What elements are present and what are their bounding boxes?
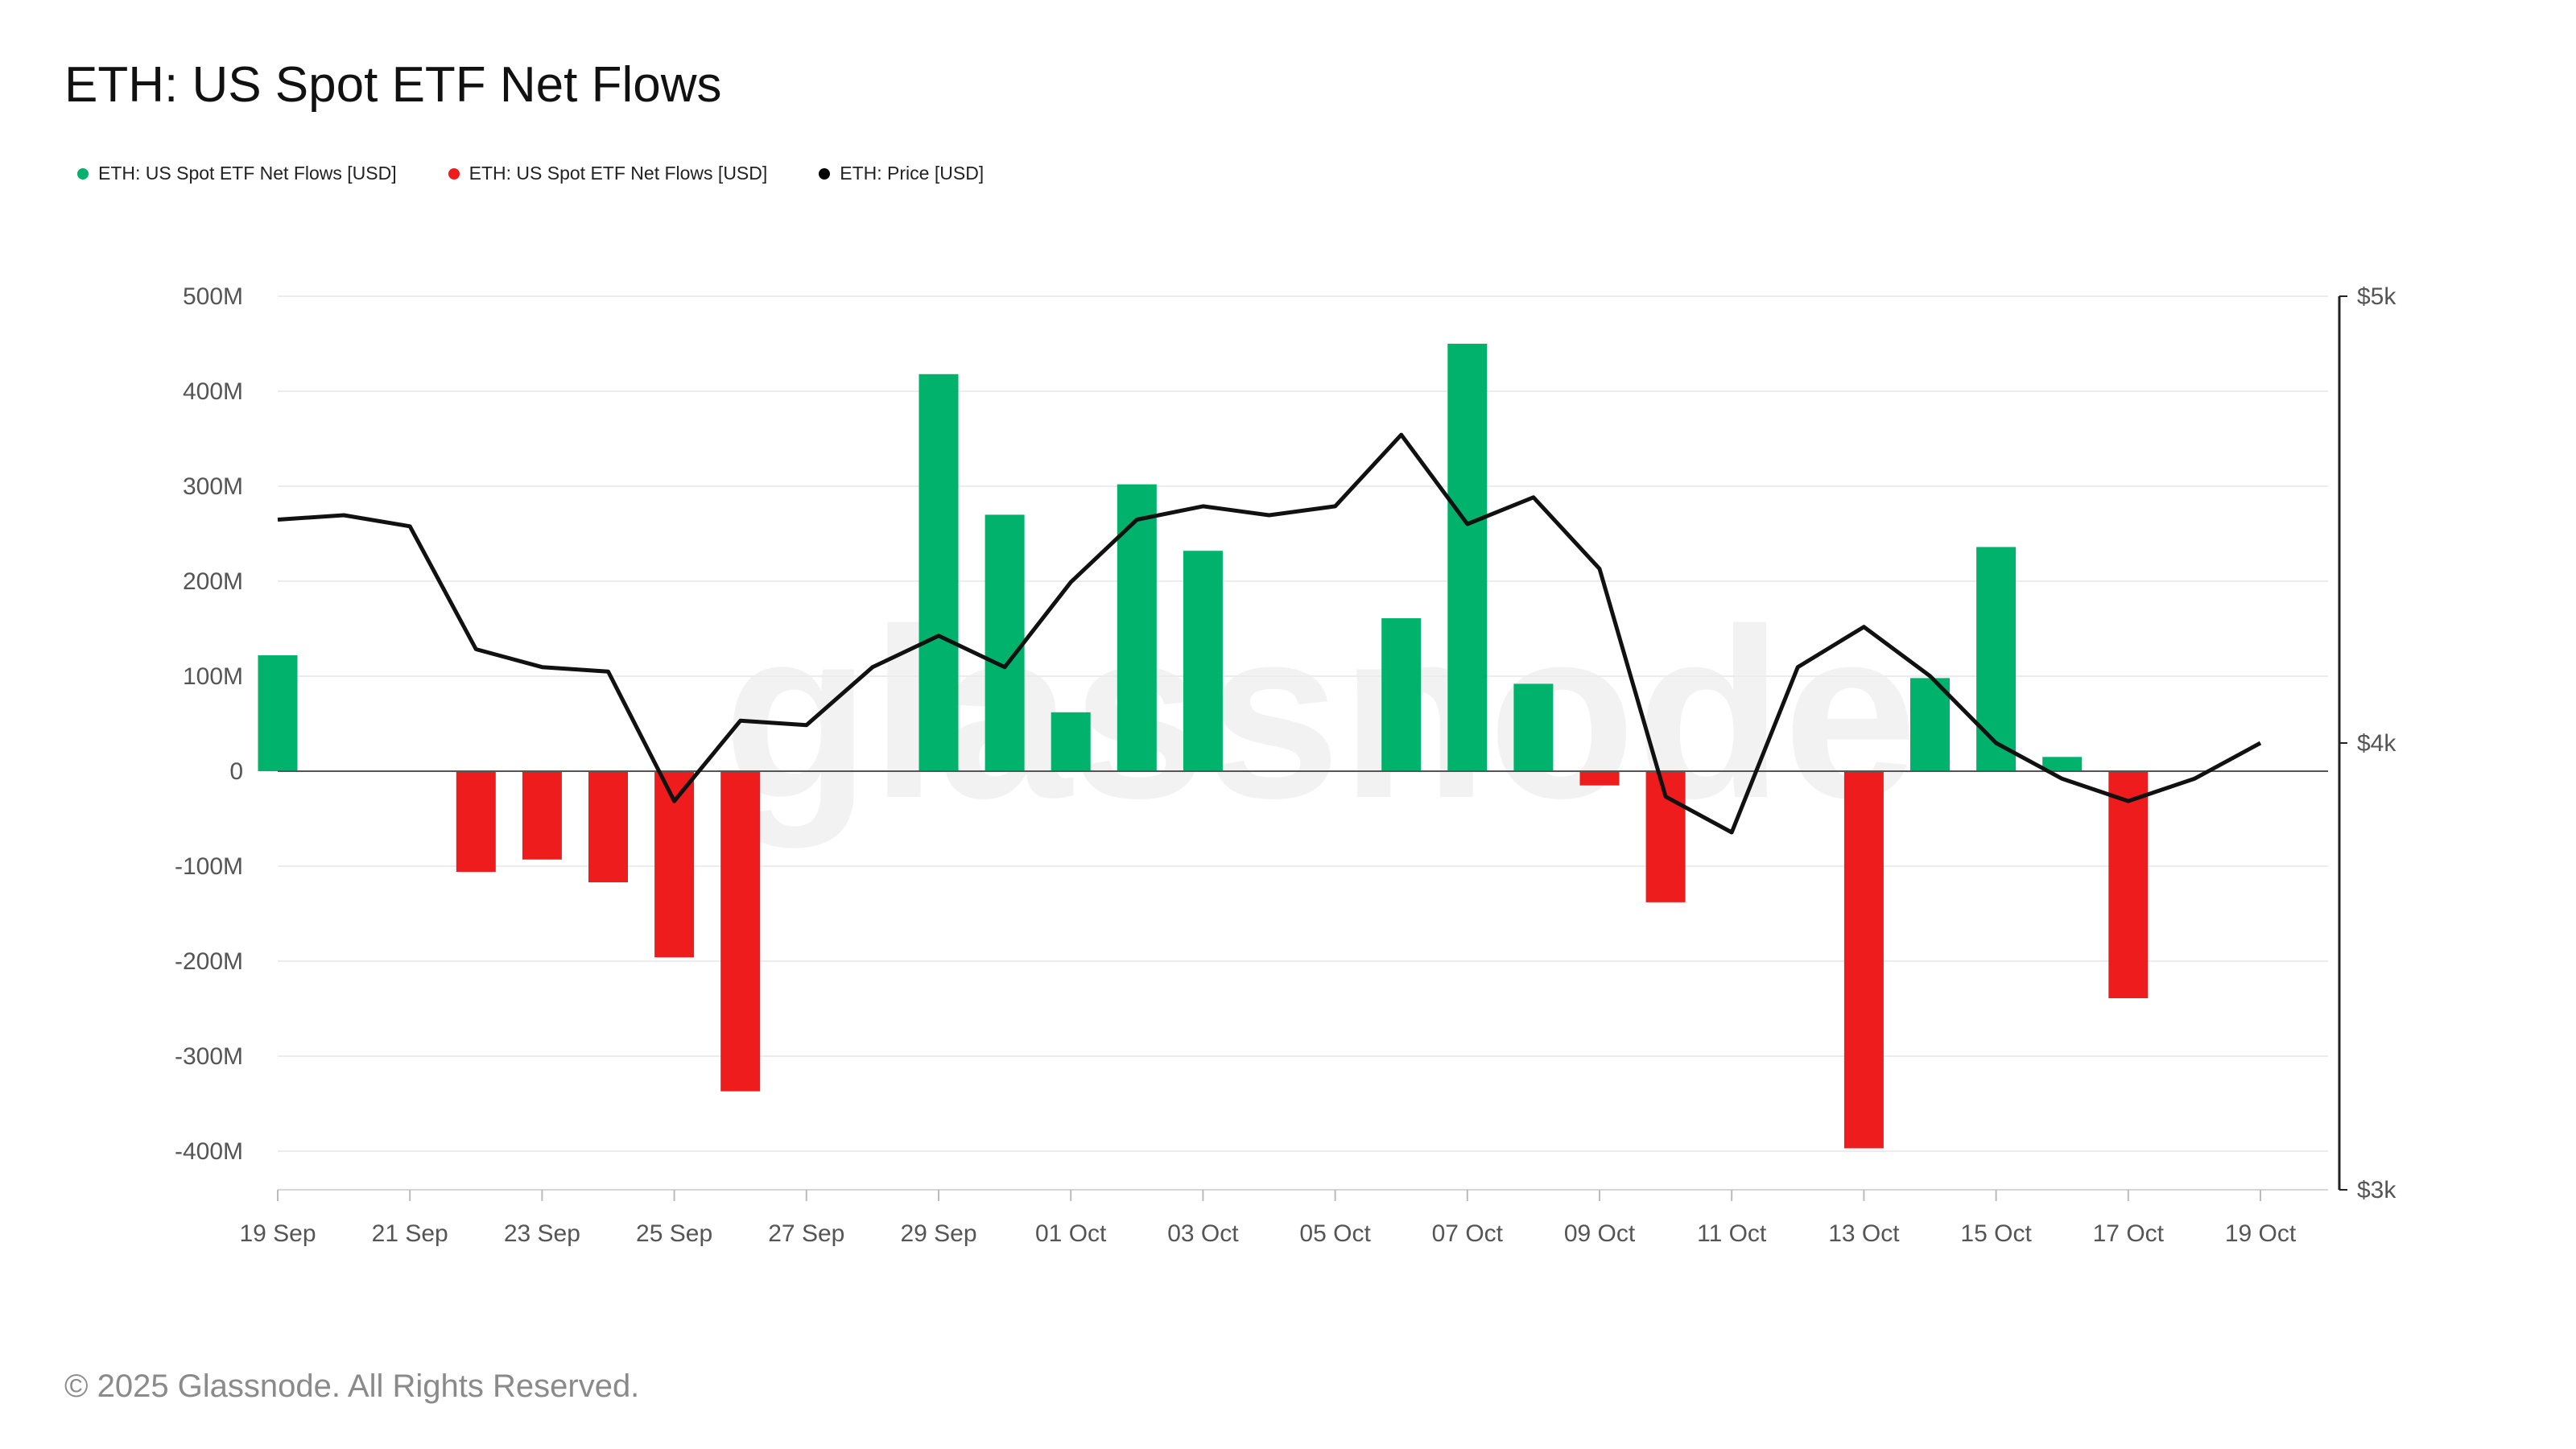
legend-item-inflows[interactable]: ETH: US Spot ETF Net Flows [USD] [77, 163, 397, 184]
x-tick-label: 11 Oct [1697, 1220, 1767, 1247]
bar-outflow [1579, 771, 1620, 786]
y-left-tick-label: -400M [175, 1138, 243, 1165]
x-tick-label: 21 Sep [372, 1220, 448, 1247]
bar-outflow [522, 771, 562, 860]
x-tick-label: 23 Sep [504, 1220, 580, 1247]
y-left-tick-label: 400M [183, 378, 243, 405]
bar-inflow [1513, 683, 1554, 771]
y-left-tick-label: -300M [175, 1043, 243, 1070]
y-right-tick-label: $3k [2357, 1177, 2396, 1203]
watermark: glassnode [723, 578, 1918, 850]
x-tick-label: 03 Oct [1167, 1220, 1239, 1247]
bar-inflow [2042, 757, 2083, 771]
x-tick-label: 13 Oct [1828, 1220, 1900, 1247]
legend-label-price: ETH: Price [USD] [840, 163, 985, 184]
legend-dot-red [448, 167, 460, 180]
price-line-series [277, 432, 2262, 835]
bar-inflow [1976, 547, 2017, 771]
y-left-tick-label: 500M [183, 283, 243, 310]
bar-inflow [919, 374, 959, 771]
x-tick-label: 05 Oct [1299, 1220, 1371, 1247]
bar-inflow [1117, 484, 1157, 771]
copyright-footer: © 2025 Glassnode. All Rights Reserved. [64, 1368, 640, 1404]
bar-inflow [1051, 712, 1091, 771]
legend: ETH: US Spot ETF Net Flows [USD] ETH: US… [77, 163, 984, 184]
x-tick-label: 19 Sep [239, 1220, 316, 1247]
x-tick-label: 17 Oct [2093, 1220, 2165, 1247]
price-line [277, 432, 2262, 835]
y-left-tick-label: -100M [175, 853, 243, 880]
y-left-tick-label: 100M [183, 663, 243, 690]
bar-outflow [1843, 771, 1884, 1149]
legend-label-outflows: ETH: US Spot ETF Net Flows [USD] [469, 163, 768, 184]
y-left-tick-label: 300M [183, 473, 243, 500]
bar-inflow [1381, 618, 1422, 771]
y-left-tick-label: -200M [175, 948, 243, 975]
y-left-tick-label: 0 [229, 758, 243, 785]
bar-outflow [588, 771, 628, 883]
x-tick-label: 25 Sep [636, 1220, 712, 1247]
x-tick-label: 15 Oct [1960, 1220, 2032, 1247]
x-tick-label: 19 Oct [2225, 1220, 2297, 1247]
bar-outflow [456, 771, 496, 873]
legend-label-inflows: ETH: US Spot ETF Net Flows [USD] [98, 163, 397, 184]
bar-outflow [720, 771, 761, 1092]
x-tick-label: 27 Sep [768, 1220, 844, 1247]
y-right-tick-label: $4k [2357, 730, 2396, 757]
bar-inflow [985, 514, 1025, 771]
y-right-tick-label: $5k [2357, 283, 2396, 310]
tick-labels: 500M 400M 300M 200M 100M 0 -100M -200M -300M -400… [175, 283, 2396, 1247]
legend-item-outflows[interactable]: ETH: US Spot ETF Net Flows [USD] [448, 163, 768, 184]
x-tick-label: 01 Oct [1035, 1220, 1107, 1247]
x-tick-label: 07 Oct [1432, 1220, 1504, 1247]
x-tick-label: 09 Oct [1564, 1220, 1636, 1247]
bar-inflow [1447, 344, 1488, 771]
x-tick-label: 29 Sep [900, 1220, 976, 1247]
bar-outflow [2108, 771, 2149, 999]
legend-dot-green [77, 167, 89, 180]
axes [277, 295, 2347, 1201]
bar-inflow [1183, 551, 1223, 771]
y-left-tick-label: 200M [183, 568, 243, 595]
chart-title: ETH: US Spot ETF Net Flows [64, 57, 722, 113]
bar-inflow [258, 655, 298, 771]
legend-item-price[interactable]: ETH: Price [USD] [819, 163, 984, 184]
bar-inflow [1910, 678, 1950, 771]
legend-dot-black [819, 167, 831, 180]
bar-series [258, 344, 2149, 1149]
